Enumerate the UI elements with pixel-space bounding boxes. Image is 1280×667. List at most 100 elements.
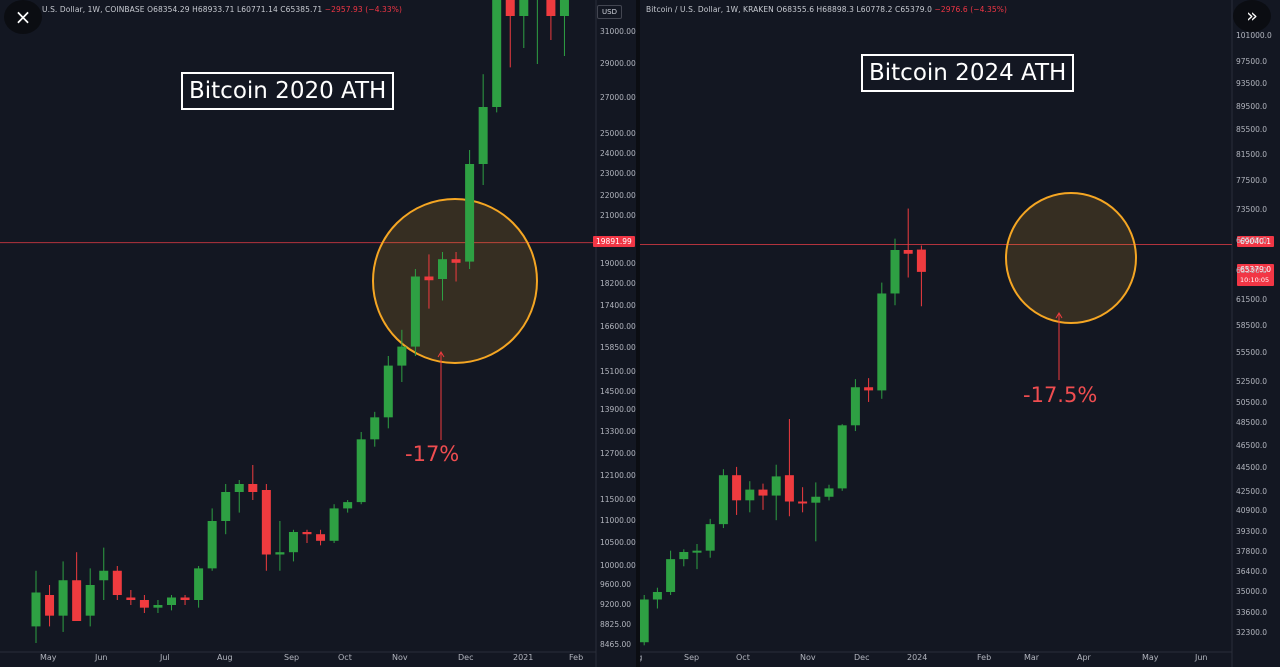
y-tick-label: 18200.00: [600, 279, 636, 288]
y-tick-label: 36400.0: [1236, 567, 1268, 576]
candle-body: [903, 250, 913, 254]
y-tick-label: 37800.0: [1236, 547, 1268, 556]
candle-body: [798, 501, 808, 504]
candle-body: [771, 476, 781, 496]
candle-body: [890, 250, 900, 294]
y-tick-label: 52500.0: [1236, 377, 1268, 386]
candle: [850, 379, 860, 432]
candle-body: [824, 488, 834, 497]
y-tick-label: 39300.0: [1236, 527, 1268, 536]
candle: [424, 254, 434, 309]
drawdown-label-2020: -17%: [405, 442, 460, 466]
x-tick-label: Feb: [977, 653, 992, 662]
drawdown-label-2024: -17.5%: [1023, 383, 1098, 407]
next-button[interactable]: »: [1233, 0, 1271, 32]
y-tick-label: 89500.0: [1236, 102, 1268, 111]
candle: [732, 466, 742, 515]
candle-body: [167, 597, 176, 605]
candle-body: [85, 585, 95, 616]
x-tick-label: Dec: [458, 653, 474, 662]
candle-body: [505, 0, 515, 16]
y-tick-label: 73500.0: [1236, 205, 1268, 214]
y-tick-label: 10000.00: [600, 561, 636, 570]
candle-body: [31, 592, 41, 627]
x-tick-label: Oct: [736, 653, 750, 662]
y-tick-label: 12100.00: [600, 471, 636, 480]
candle: [546, 0, 556, 40]
y-tick-label: 58500.0: [1236, 321, 1268, 330]
candle: [559, 0, 569, 56]
candle-body: [139, 600, 149, 608]
candle: [261, 484, 271, 571]
candle-body: [275, 552, 285, 555]
ohlc-values: O68355.6 H68898.3 L60778.2 C65379.0: [776, 5, 933, 14]
candle: [397, 329, 407, 382]
candle-body: [180, 597, 190, 600]
candle-body: [478, 107, 488, 164]
y-tick-label: 81500.0: [1236, 150, 1268, 159]
y-tick-label: 11500.00: [600, 495, 636, 504]
candle: [758, 483, 768, 510]
x-tick-label: Sep: [684, 653, 700, 662]
candle: [180, 595, 190, 605]
y-tick-label: 97500.0: [1236, 57, 1268, 66]
y-tick-label: 77500.0: [1236, 176, 1268, 185]
candle-body: [438, 259, 447, 279]
y-tick-label: 10500.00: [600, 538, 636, 547]
candle: [811, 482, 821, 542]
candle: [519, 0, 529, 48]
y-tick-label: 101000.0: [1236, 31, 1272, 40]
close-button[interactable]: ×: [4, 0, 42, 34]
candle: [903, 208, 913, 278]
y-tick-label: 40900.0: [1236, 506, 1268, 515]
candle: [438, 252, 447, 301]
pane-divider: [636, 0, 640, 667]
drawdown-arrow-head: [437, 351, 445, 358]
change-value: −2976.6 (−4.35%): [934, 5, 1007, 14]
y-tick-label: 23000.00: [600, 169, 636, 178]
candle: [72, 552, 82, 621]
candle: [221, 484, 231, 535]
candle: [370, 411, 380, 447]
currency-button[interactable]: USD: [597, 5, 622, 19]
ath-highlight-circle: [372, 198, 538, 364]
candle: [718, 469, 728, 529]
y-tick-label: 21000.00: [600, 211, 636, 220]
symbol-info-2020: U.S. Dollar, 1W, COINBASE O68354.29 H689…: [42, 5, 402, 14]
candle-body: [112, 570, 122, 595]
candle: [234, 480, 244, 513]
candle-body: [837, 425, 847, 489]
y-tick-label: 46500.0: [1236, 441, 1268, 450]
x-tick-label: 2024: [907, 653, 928, 662]
candle-body: [519, 0, 529, 16]
candle-body: [397, 346, 407, 366]
candle-body: [234, 484, 244, 492]
candle-body: [370, 417, 380, 440]
candle-body: [465, 164, 475, 262]
x-tick-label: Jun: [95, 653, 108, 662]
ohlc-values: O68354.29 H68933.71 L60771.14 C65385.71: [147, 5, 323, 14]
candle-body: [329, 508, 339, 541]
x-tick-label: Aug: [217, 653, 233, 662]
candle: [167, 595, 176, 611]
candle-body: [546, 0, 556, 16]
y-tick-label: 9200.00: [600, 600, 632, 609]
drawdown-arrow-head: [1055, 312, 1063, 319]
x-tick-label: Oct: [338, 653, 352, 662]
x-tick-label: Nov: [800, 653, 816, 662]
candle: [316, 529, 326, 546]
candle-body: [72, 580, 82, 621]
candle: [824, 484, 834, 501]
candle: [916, 245, 926, 307]
change-value: −2957.93 (−4.33%): [324, 5, 403, 14]
candle: [505, 0, 515, 68]
candle-body: [383, 365, 393, 418]
y-tick-label: 13300.00: [600, 427, 636, 436]
x-tick-label: May: [40, 653, 57, 662]
candle: [45, 585, 55, 627]
candlestick-chart-2020: [0, 0, 597, 667]
candle-body: [356, 439, 366, 503]
candle: [798, 487, 808, 513]
candle-body: [850, 387, 860, 426]
candle-body: [288, 532, 298, 553]
